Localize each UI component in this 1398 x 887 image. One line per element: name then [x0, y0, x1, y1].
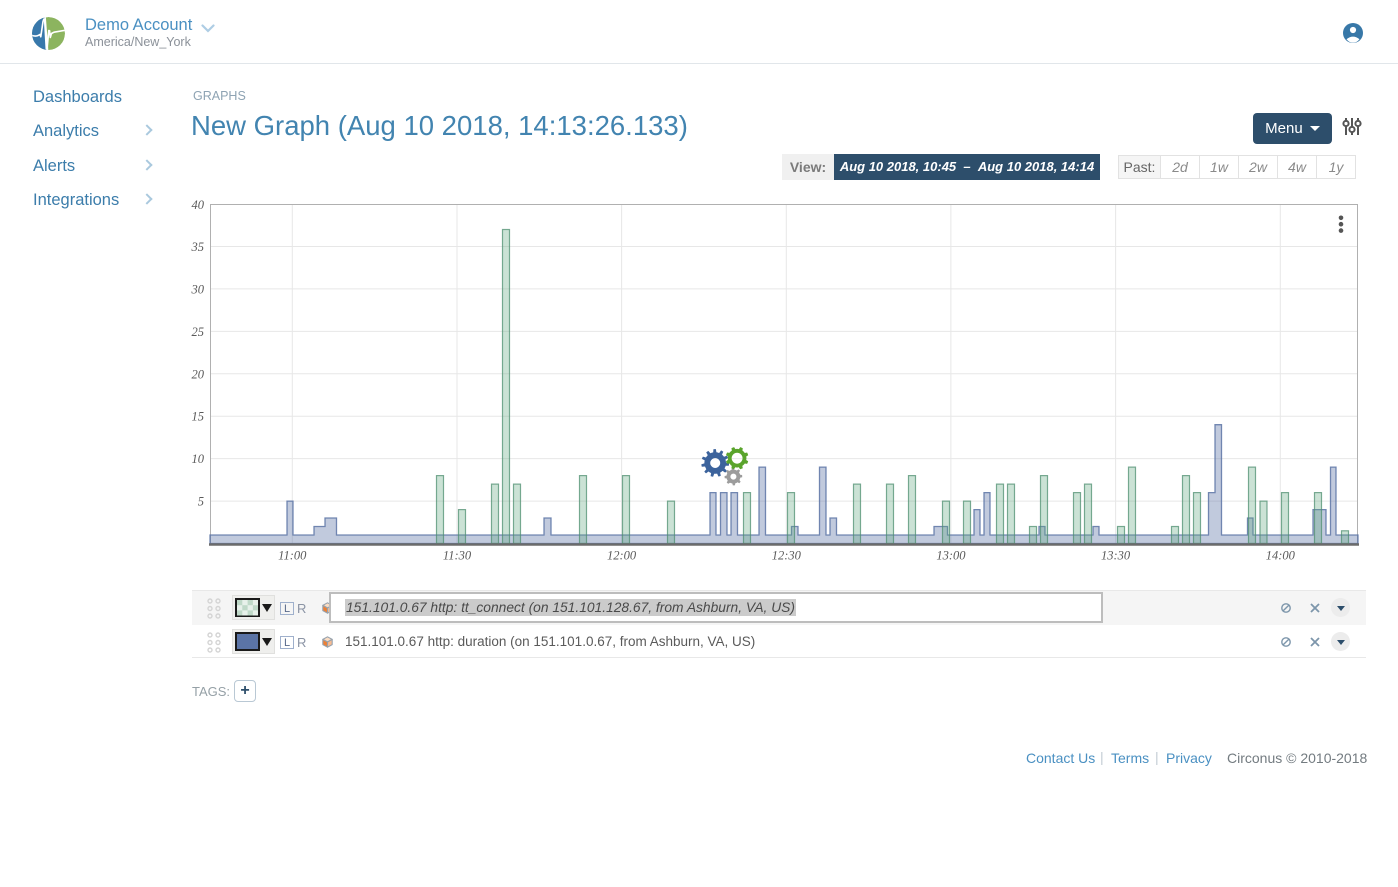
- svg-text:13:30: 13:30: [1101, 549, 1131, 563]
- svg-text:20: 20: [192, 367, 205, 381]
- svg-text:10: 10: [192, 452, 205, 466]
- svg-text:12:30: 12:30: [772, 549, 802, 563]
- svg-text:15: 15: [192, 410, 205, 424]
- svg-text:11:00: 11:00: [278, 549, 307, 563]
- svg-text:30: 30: [191, 282, 205, 296]
- svg-text:11:30: 11:30: [443, 549, 472, 563]
- svg-text:35: 35: [191, 240, 205, 254]
- svg-text:40: 40: [192, 198, 205, 212]
- svg-text:5: 5: [198, 495, 204, 509]
- svg-text:13:00: 13:00: [936, 549, 966, 563]
- svg-text:25: 25: [192, 325, 205, 339]
- svg-text:12:00: 12:00: [607, 549, 637, 563]
- svg-text:14:00: 14:00: [1266, 549, 1296, 563]
